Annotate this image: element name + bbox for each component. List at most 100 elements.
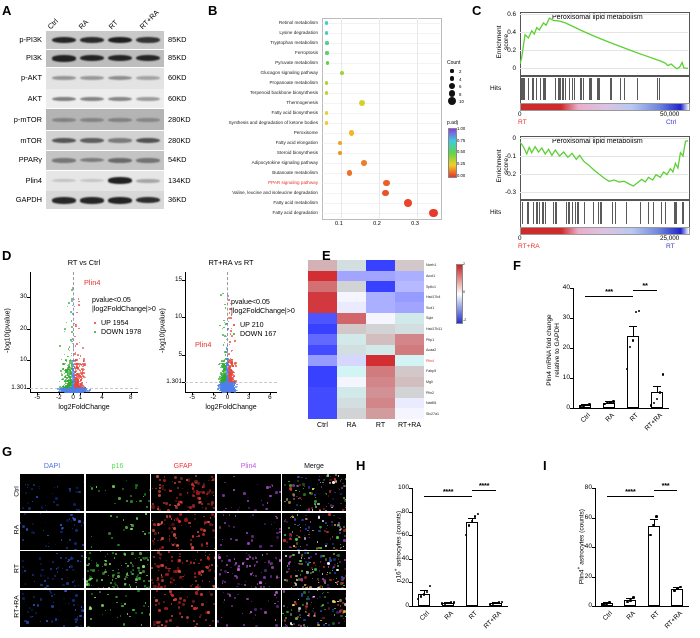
panel-g-signal-blob <box>135 558 136 559</box>
panel-d-point <box>234 375 235 376</box>
panel-g-signal-blob <box>39 488 40 489</box>
panel-e-gene-label-12: Plin2 <box>426 391 434 395</box>
panel-g-signal-blob <box>198 535 200 537</box>
panel-g-signal-blob <box>326 531 328 533</box>
panel-g-signal-blob <box>34 581 35 582</box>
panel-d-gene-label-0: Plin4 <box>84 278 100 287</box>
panel-g-signal-blob <box>230 567 232 569</box>
panel-f-ytickmark <box>570 318 573 319</box>
panel-g-signal-blob <box>275 591 278 594</box>
panel-c-ylabel-line2-0: score <box>503 11 510 73</box>
panel-e-cell <box>337 334 366 345</box>
panel-g-signal-blob <box>303 493 306 496</box>
panel-g-signal-blob <box>288 571 289 572</box>
panel-g-signal-blob <box>161 576 163 578</box>
panel-g-signal-blob <box>100 551 101 552</box>
panel-a-band <box>136 179 160 183</box>
panel-g-signal-blob <box>330 504 332 506</box>
panel-g-signal-blob <box>55 497 58 500</box>
panel-a-blot-strip-8 <box>46 191 164 209</box>
panel-g-signal-blob <box>304 535 305 536</box>
panel-b-count-legend-dot-3 <box>449 90 456 97</box>
panel-e-cell <box>395 302 424 313</box>
panel-g-signal-blob <box>333 553 335 555</box>
panel-g-signal-blob <box>302 483 305 486</box>
panel-g-signal-blob <box>305 605 308 608</box>
panel-g-signal-blob <box>286 579 289 582</box>
panel-a-band <box>136 97 160 101</box>
panel-e-cell <box>337 355 366 366</box>
panel-g-signal-blob <box>171 615 173 617</box>
panel-g-signal-blob <box>138 557 139 558</box>
panel-g-signal-blob <box>74 524 76 526</box>
panel-d-point <box>78 298 80 300</box>
panel-e-cell <box>308 366 337 377</box>
panel-c-hit-tick <box>565 78 566 100</box>
panel-g-signal-blob <box>169 535 170 536</box>
panel-g-signal-blob <box>139 500 142 503</box>
panel-g-signal-blob <box>298 476 300 478</box>
panel-g-signal-blob <box>343 529 346 532</box>
panel-e-gene-label-2: Sptlc1 <box>426 285 436 289</box>
panel-g-signal-blob <box>323 624 325 626</box>
panel-g-signal-blob <box>172 481 173 482</box>
panel-g-signal-blob <box>204 521 207 524</box>
panel-g-signal-blob <box>299 484 301 486</box>
panel-g-signal-blob <box>324 480 325 481</box>
panel-e-cell <box>337 387 366 398</box>
panel-g-signal-blob <box>317 590 318 591</box>
panel-g-signal-blob <box>110 609 111 610</box>
panel-g-signal-blob <box>154 549 155 550</box>
panel-g-tile-ra-gfap <box>151 513 215 550</box>
panel-g-signal-blob <box>306 602 308 604</box>
panel-g-signal-blob <box>334 601 336 603</box>
panel-h-xaxis <box>412 606 508 607</box>
panel-g-signal-blob <box>136 586 138 588</box>
panel-e-cell <box>395 281 424 292</box>
panel-e-cell <box>308 260 337 271</box>
panel-g-signal-blob <box>65 485 66 486</box>
panel-e-cell <box>366 281 395 292</box>
panel-h-ytickmark <box>409 512 412 513</box>
panel-g-signal-blob <box>205 507 208 510</box>
panel-g-signal-blob <box>40 584 42 586</box>
panel-g-signal-blob <box>322 555 325 558</box>
panel-g-signal-blob <box>274 522 275 523</box>
panel-g-signal-blob <box>159 487 162 490</box>
panel-g-signal-blob <box>31 488 33 490</box>
panel-a-band <box>108 158 132 163</box>
panel-c-ytick-1-0: 0 <box>494 135 516 142</box>
panel-f-sigline-0 <box>585 296 633 297</box>
panel-g-signal-blob <box>224 581 226 583</box>
panel-g-signal-blob <box>196 623 198 625</box>
panel-g-signal-blob <box>306 544 308 546</box>
panel-b-hgrid <box>322 53 440 54</box>
panel-b-dot-18 <box>404 199 412 207</box>
panel-g-signal-blob <box>178 520 181 523</box>
panel-g-signal-blob <box>289 536 291 538</box>
panel-b-hgrid <box>322 63 440 64</box>
panel-g-signal-blob <box>22 560 24 562</box>
panel-g-signal-blob <box>323 484 325 486</box>
panel-g-signal-blob <box>67 561 69 563</box>
panel-c-hit-tick <box>528 202 529 224</box>
panel-e-column-label-0: Ctrl <box>308 422 337 429</box>
panel-g-signal-blob <box>187 596 188 597</box>
panel-e-cell <box>337 324 366 335</box>
panel-g-signal-blob <box>271 484 273 486</box>
panel-g-signal-blob <box>64 590 66 592</box>
panel-g-signal-blob <box>46 585 49 588</box>
panel-g-signal-blob <box>90 618 92 620</box>
panel-g-signal-blob <box>323 566 325 568</box>
panel-g-signal-blob <box>127 613 128 614</box>
panel-g-signal-blob <box>210 593 213 596</box>
panel-g-signal-blob <box>181 513 183 515</box>
panel-g-signal-blob <box>172 544 174 546</box>
panel-d-ytickmark <box>27 360 30 361</box>
panel-g-signal-blob <box>202 533 205 536</box>
panel-g-signal-blob <box>48 546 49 547</box>
panel-h-ytickmark <box>409 559 412 560</box>
panel-c-hit-tick <box>562 78 563 100</box>
